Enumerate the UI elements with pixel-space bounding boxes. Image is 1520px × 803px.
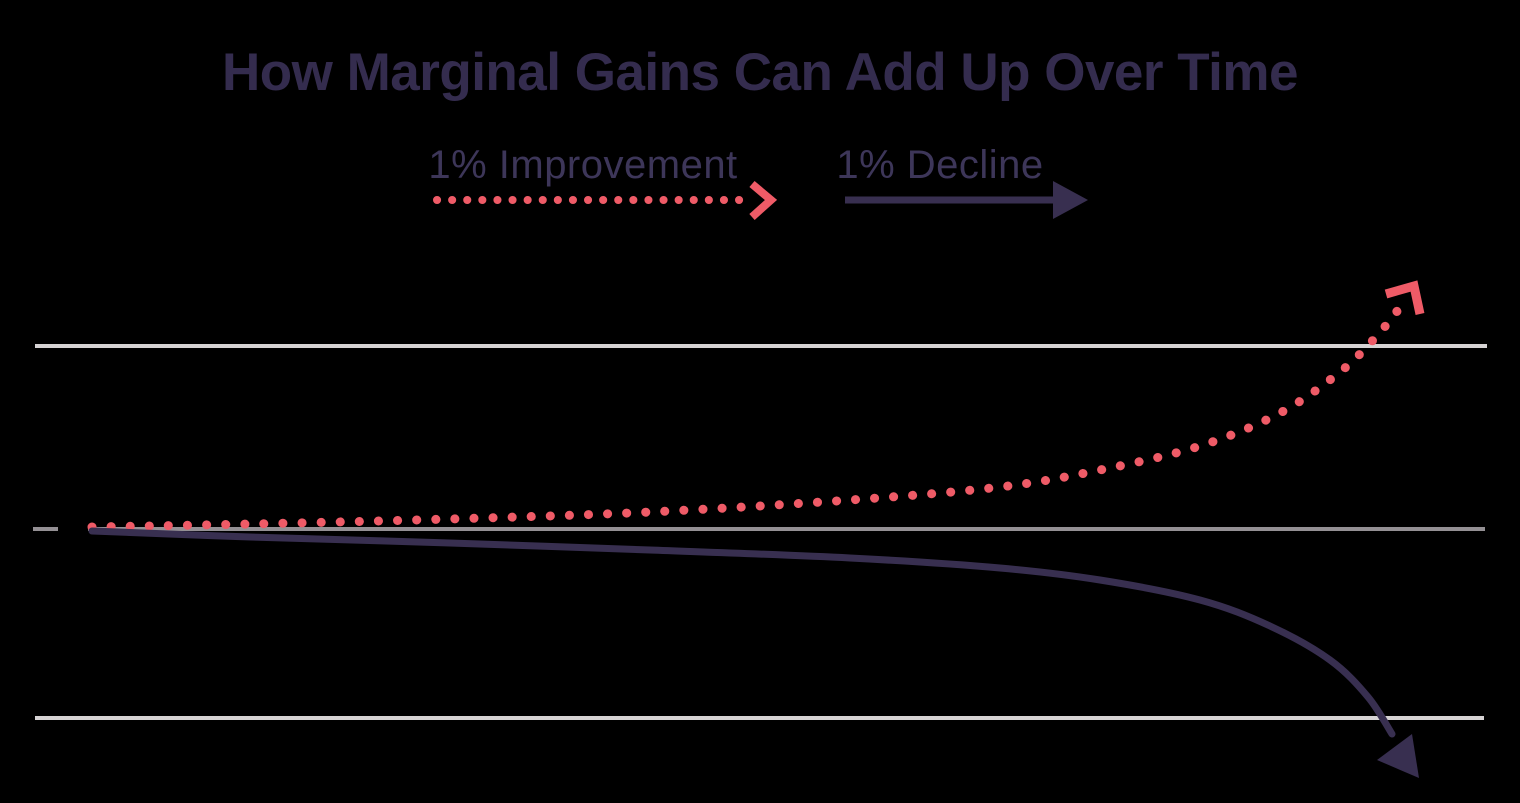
legend-decline-arrow-icon xyxy=(1053,181,1088,219)
chart-title: How Marginal Gains Can Add Up Over Time xyxy=(221,43,1299,102)
legend-label-improvement: 1% Improvement xyxy=(428,143,738,187)
improvement-arrowhead-icon xyxy=(1384,280,1425,315)
legend-improvement-arrow-icon xyxy=(749,180,778,220)
improvement-curve xyxy=(87,305,1403,532)
gridlines xyxy=(33,344,1487,720)
decline-arrowhead-icon xyxy=(1377,734,1419,778)
decline-curve xyxy=(88,527,1396,738)
legend-label-decline: 1% Decline xyxy=(836,143,1044,187)
